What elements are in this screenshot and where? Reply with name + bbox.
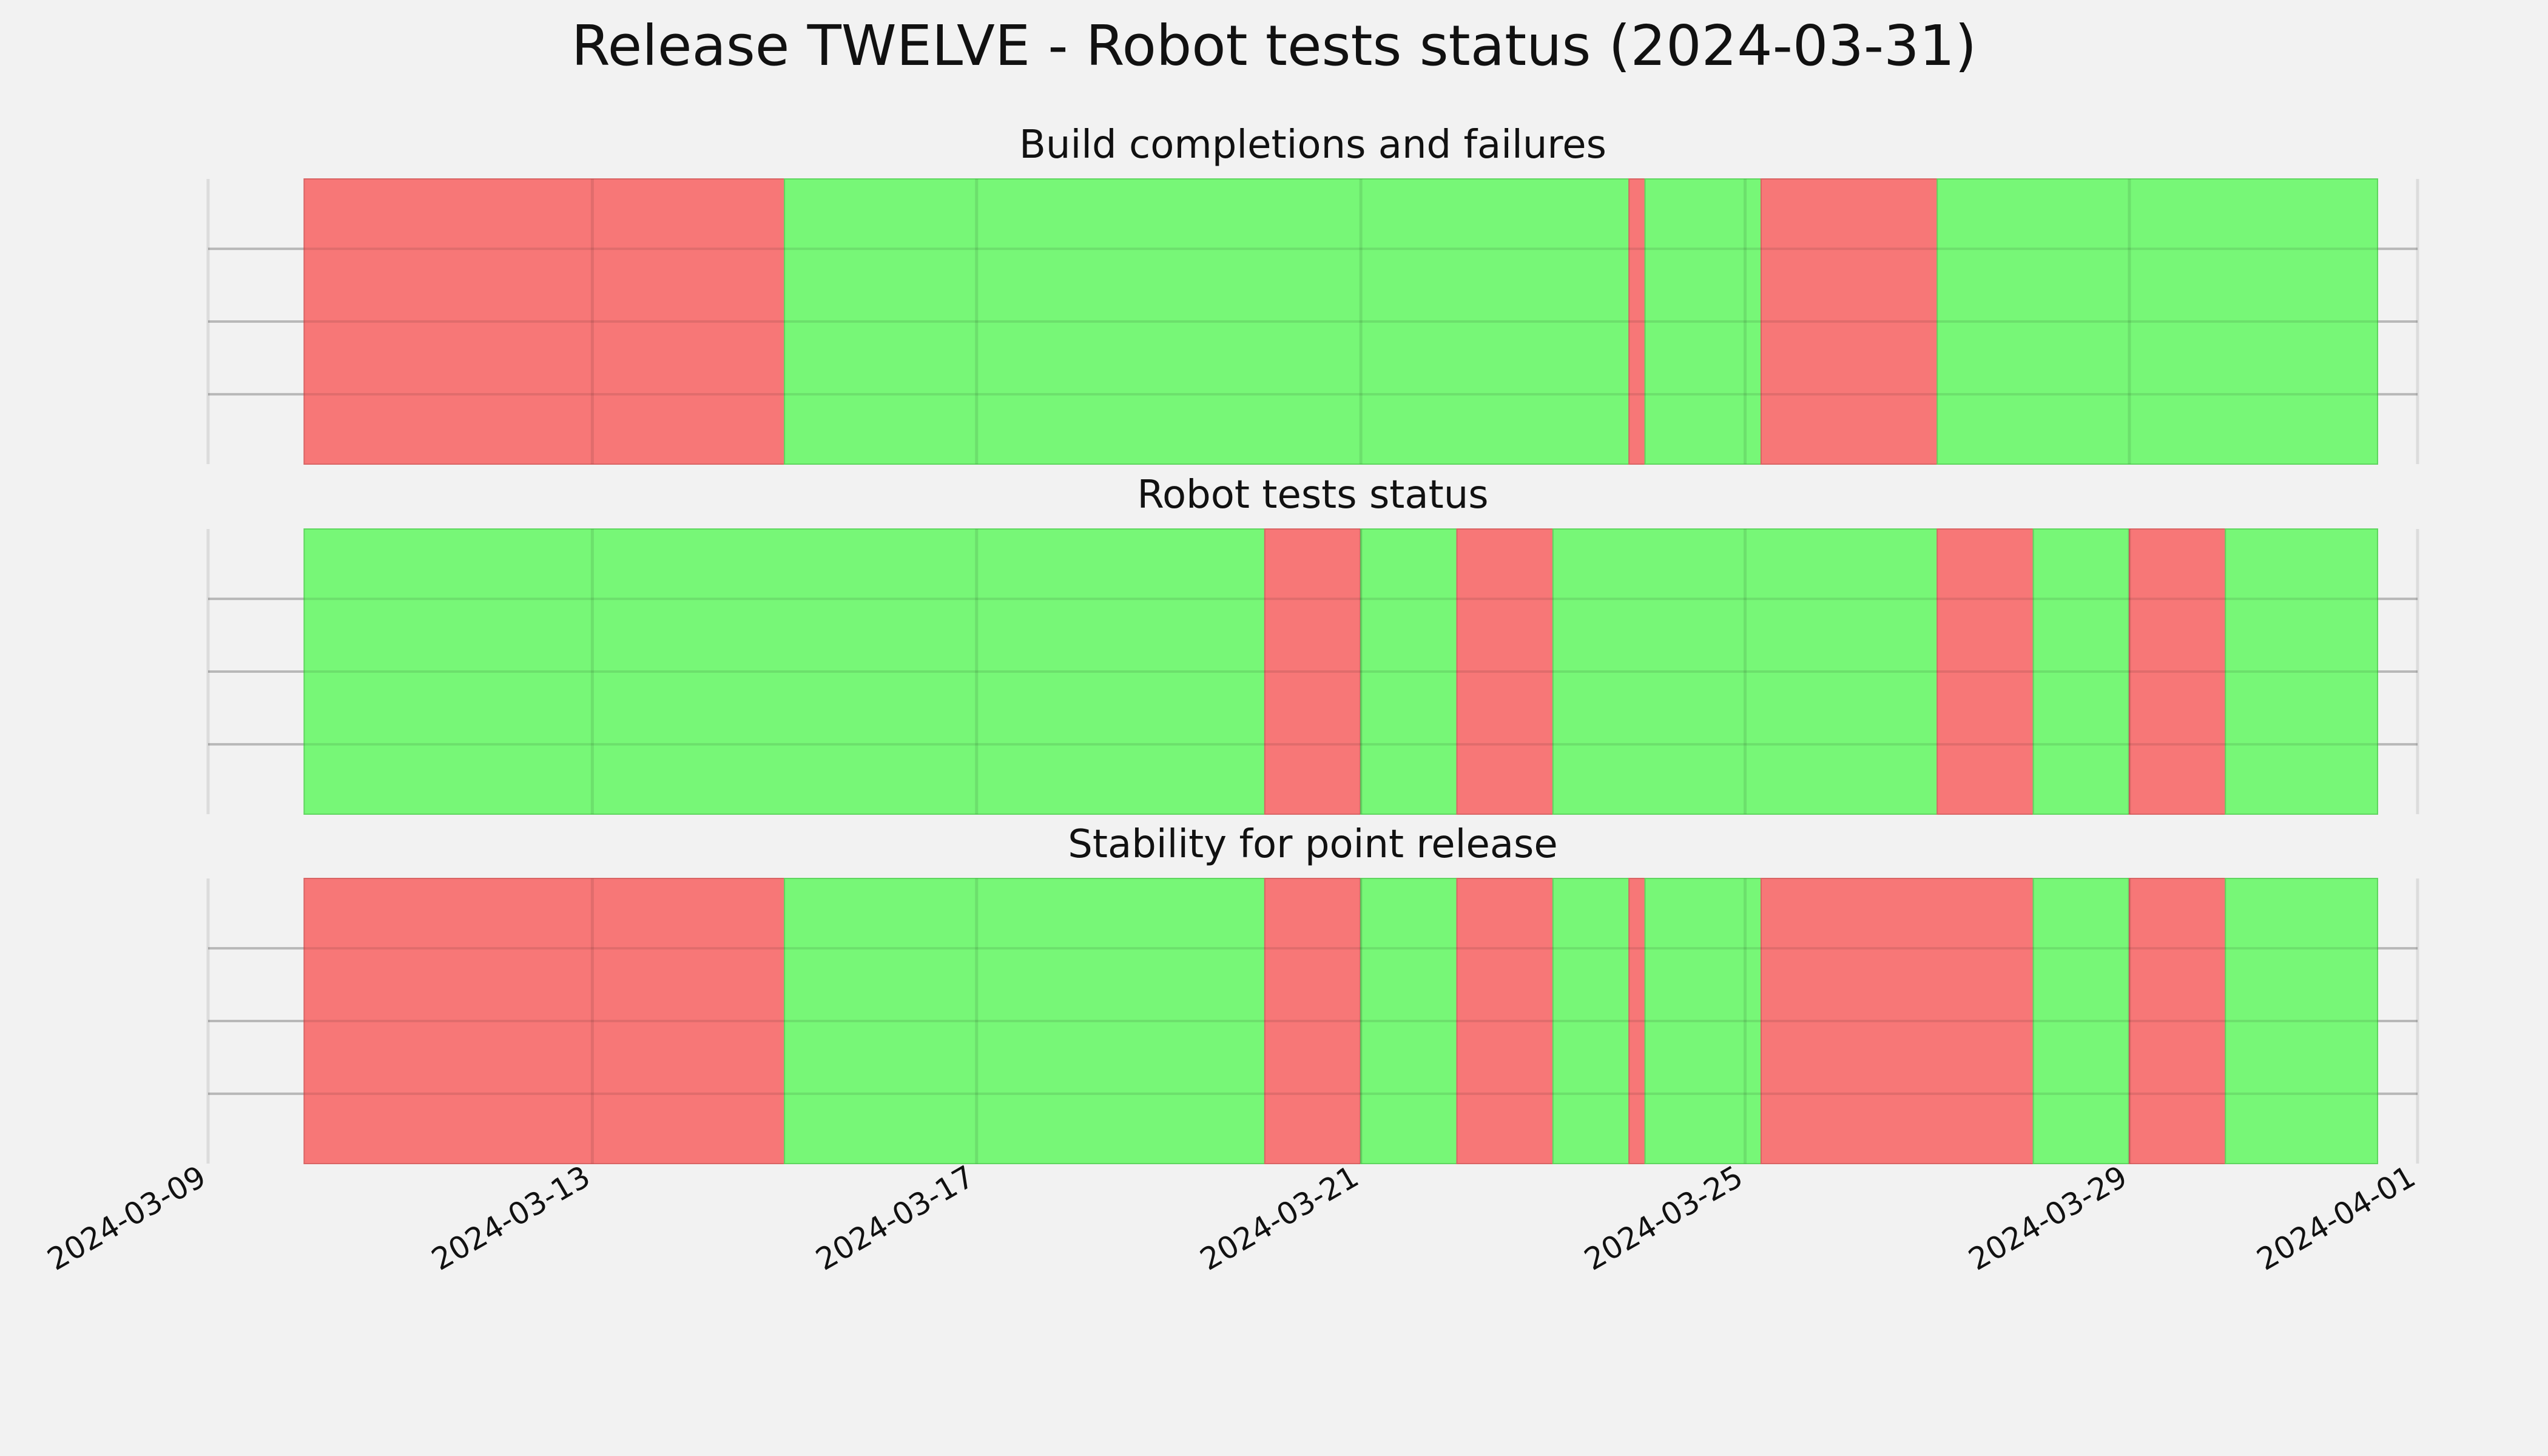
status-segments xyxy=(303,528,2379,815)
status-segment-pass xyxy=(784,178,1630,465)
horizontal-gridlines-overlay xyxy=(208,248,2418,396)
status-segment-fail xyxy=(1760,178,1938,465)
status-segment-pass xyxy=(1644,878,1762,1164)
status-segment-fail xyxy=(1456,528,1554,815)
status-segment-pass xyxy=(1360,528,1458,815)
status-segment-pass xyxy=(303,528,1266,815)
status-segment-pass xyxy=(784,878,1266,1164)
status-segment-pass xyxy=(1552,528,1938,815)
status-segment-fail xyxy=(1456,878,1554,1164)
chart-title: Release TWELVE - Robot tests status (202… xyxy=(571,13,1977,78)
status-segment-fail xyxy=(1760,878,2034,1164)
panel-3: Stability for point release xyxy=(206,822,2419,1164)
horizontal-gridlines-overlay xyxy=(208,947,2418,1095)
status-segment-fail xyxy=(303,878,786,1164)
status-segment-pass xyxy=(2225,878,2379,1164)
status-segment-pass xyxy=(2225,528,2379,815)
panels: Build completions and failures Robot test… xyxy=(206,123,2419,1164)
panel-1: Build completions and failures xyxy=(206,123,2419,465)
vertical-gridlines xyxy=(206,529,2419,814)
horizontal-gridlines-overlay xyxy=(208,598,2418,746)
status-segments xyxy=(303,878,2379,1164)
status-segment-pass xyxy=(1360,878,1458,1164)
status-segment-fail xyxy=(2128,528,2226,815)
status-segment-fail xyxy=(1264,528,1362,815)
status-segment-pass xyxy=(1552,878,1630,1164)
status-segment-fail xyxy=(1628,178,1646,465)
status-segment-pass xyxy=(2032,528,2130,815)
status-segment-pass xyxy=(1936,178,2379,465)
status-segment-fail xyxy=(1264,878,1362,1164)
panel-title: Robot tests status xyxy=(1137,473,1488,517)
panel-title: Stability for point release xyxy=(1068,822,1558,867)
status-segment-fail xyxy=(2128,878,2226,1164)
panel-title: Build completions and failures xyxy=(1019,123,1606,167)
status-segment-fail xyxy=(1936,528,2034,815)
vertical-gridlines xyxy=(206,179,2419,464)
status-segment-pass xyxy=(1644,178,1762,465)
status-segments xyxy=(303,178,2379,465)
panel-2: Robot tests status xyxy=(206,473,2419,815)
status-segment-fail xyxy=(1628,878,1646,1164)
vertical-gridlines xyxy=(206,878,2419,1164)
